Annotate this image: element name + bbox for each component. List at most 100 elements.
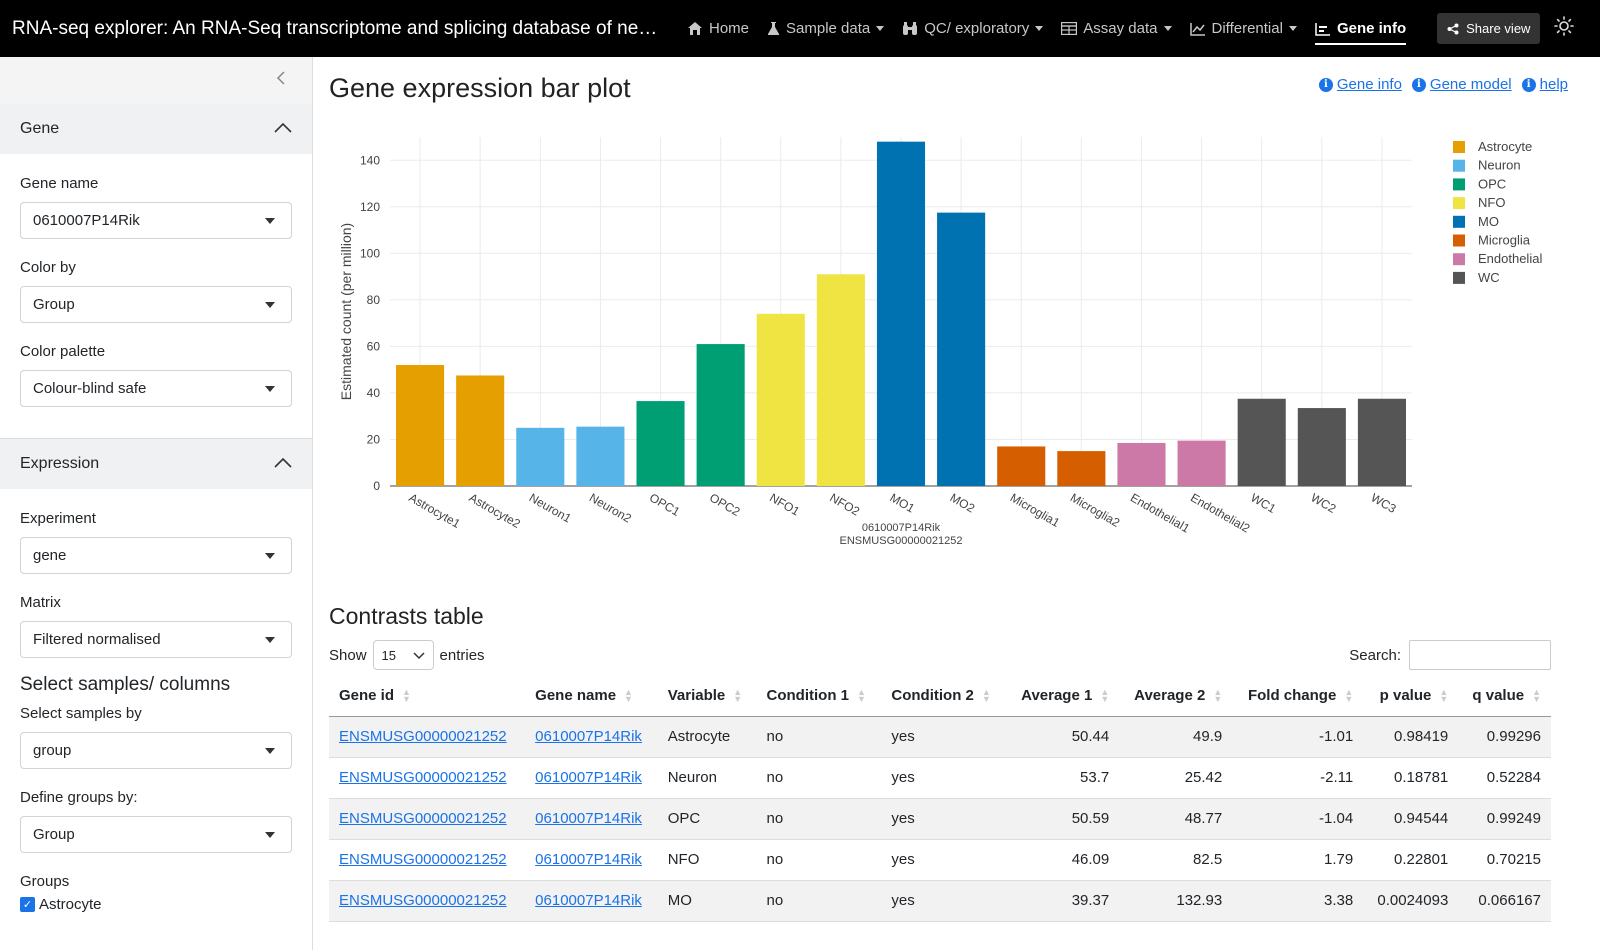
gene-name-link[interactable]: 0610007P14Rik: [535, 892, 642, 909]
column-header-average-1[interactable]: Average 1 ▲ ▼: [1006, 675, 1120, 717]
legend-label: Microglia: [1478, 233, 1531, 248]
gene-model-link[interactable]: i Gene model: [1411, 76, 1512, 93]
expression-section-header[interactable]: Expression: [0, 439, 312, 489]
column-header-variable[interactable]: Variable ▲ ▼: [657, 675, 757, 717]
y-tick-label: 120: [360, 200, 380, 214]
gene-name-link[interactable]: 0610007P14Rik: [535, 728, 642, 745]
legend-label: NFO: [1478, 195, 1505, 210]
column-header-average-2[interactable]: Average 2 ▲ ▼: [1119, 675, 1233, 717]
gene-id-link[interactable]: ENSMUSG00000021252: [339, 769, 507, 786]
column-header-p-value[interactable]: p value ▲ ▼: [1363, 675, 1459, 717]
define-groups-value: Group: [33, 826, 75, 843]
column-header-condition-2[interactable]: Condition 2 ▲ ▼: [881, 675, 1007, 717]
experiment-select[interactable]: gene: [20, 537, 292, 574]
show-label: Show: [329, 646, 367, 664]
info-icon: i: [1318, 77, 1333, 92]
x-tick-label: MO1: [888, 490, 918, 515]
legend-label: Endothelial: [1478, 251, 1542, 266]
column-header-label: p value: [1379, 686, 1432, 704]
y-tick-label: 0: [373, 479, 380, 493]
sort-icon: ▲ ▼: [402, 686, 411, 704]
nav-item-sample-data[interactable]: Sample data: [758, 0, 893, 57]
table-cell: 0610007P14Rik: [525, 839, 658, 881]
color-palette-value: Colour-blind safe: [33, 380, 147, 397]
legend-swatch-opc: [1453, 178, 1465, 191]
table-search-input[interactable]: [1409, 640, 1551, 670]
y-tick-label: 100: [360, 246, 380, 260]
sort-icon: ▲ ▼: [733, 686, 743, 704]
gene-id-link[interactable]: ENSMUSG00000021252: [339, 851, 507, 868]
table-cell: 49.9: [1119, 716, 1233, 758]
table-cell: ENSMUSG00000021252: [329, 839, 526, 881]
bar-nfo2: [816, 274, 865, 486]
table-cell: ENSMUSG00000021252: [329, 716, 526, 758]
column-header-q-value[interactable]: q value ▲ ▼: [1458, 675, 1551, 717]
gene-name-link[interactable]: 0610007P14Rik: [535, 851, 642, 868]
nav-item-gene-info[interactable]: Gene info: [1306, 0, 1415, 57]
table-cell: 39.37: [1006, 880, 1120, 922]
gene-info-link[interactable]: i Gene info: [1318, 76, 1402, 93]
table-cell: no: [756, 880, 882, 922]
caret-down-icon: [1288, 26, 1297, 31]
gene-name-link[interactable]: 0610007P14Rik: [535, 810, 642, 827]
group-checkbox-astrocyte[interactable]: ✓ Astrocyte: [20, 896, 292, 913]
chevron-down-icon: [413, 648, 425, 663]
gene-id-link[interactable]: ENSMUSG00000021252: [339, 728, 507, 745]
matrix-value: Filtered normalised: [33, 631, 161, 648]
caret-down-icon: [265, 747, 275, 754]
help-link-label: help: [1539, 76, 1568, 93]
chevron-up-icon: [274, 455, 292, 473]
nav-item-differential[interactable]: Differential: [1181, 0, 1306, 57]
column-header-gene-id[interactable]: Gene id ▲ ▼: [329, 675, 526, 717]
gene-id-link[interactable]: ENSMUSG00000021252: [339, 892, 507, 909]
column-header-fold-change[interactable]: Fold change ▲ ▼: [1232, 675, 1364, 717]
select-samples-by-select[interactable]: group: [20, 732, 292, 769]
table-cell: ENSMUSG00000021252: [329, 880, 526, 922]
share-view-button[interactable]: Share view: [1437, 13, 1541, 44]
entries-per-page-select[interactable]: 15: [372, 640, 434, 670]
entries-per-page-value: 15: [381, 647, 396, 663]
table-cell: 0610007P14Rik: [525, 880, 658, 922]
nav-item-assay-data[interactable]: Assay data: [1052, 0, 1180, 57]
experiment-label: Experiment: [20, 510, 96, 527]
define-groups-select[interactable]: Group: [20, 816, 292, 853]
x-tick-label: OPC1: [647, 490, 683, 519]
gene-name-link[interactable]: 0610007P14Rik: [535, 769, 642, 786]
gene-info-link-label: Gene info: [1336, 76, 1402, 93]
legend-swatch-astrocyte: [1453, 141, 1465, 153]
bar-chart-icon: [1315, 22, 1331, 36]
table-cell: 0.94544: [1363, 798, 1459, 840]
matrix-select[interactable]: Filtered normalised: [20, 621, 292, 658]
gene-section-header[interactable]: Gene: [0, 104, 312, 154]
color-by-select[interactable]: Group: [20, 286, 292, 323]
sort-icon: ▲ ▼: [1439, 686, 1449, 704]
nav-item-qc-exploratory[interactable]: QC/ exploratory: [893, 0, 1052, 57]
table-row: ENSMUSG00000021252 0610007P14Rik MO no yes 39…: [329, 880, 1551, 922]
column-header-label: Fold change: [1247, 686, 1337, 704]
column-header-gene-name[interactable]: Gene name ▲ ▼: [525, 675, 658, 717]
color-palette-select[interactable]: Colour-blind safe: [20, 370, 292, 407]
x-axis-title-gene-id: ENSMUSG00000021252: [840, 535, 963, 547]
table-cell: 50.44: [1006, 716, 1120, 758]
contrasts-table-title: Contrasts table: [329, 603, 484, 629]
gene-id-link[interactable]: ENSMUSG00000021252: [339, 810, 507, 827]
nav-item-home[interactable]: Home: [678, 0, 758, 57]
caret-down-icon: [265, 385, 275, 392]
bar-neuron1: [516, 427, 565, 486]
x-tick-label: Microglia1: [1008, 490, 1063, 530]
table-cell: 1.79: [1232, 839, 1364, 881]
checkbox-checked-icon[interactable]: ✓: [20, 897, 35, 912]
groups-label: Groups: [20, 873, 70, 890]
app-title[interactable]: RNA-seq explorer: An RNA-Seq transcripto…: [12, 17, 664, 39]
column-header-label: Gene name: [535, 686, 617, 704]
column-header-label: Gene id: [339, 686, 395, 704]
caret-down-icon: [265, 301, 275, 308]
sort-icon: ▲ ▼: [1344, 686, 1354, 704]
help-link[interactable]: i help: [1521, 76, 1568, 93]
theme-toggle-button[interactable]: [1554, 16, 1575, 41]
gene-name-select[interactable]: 0610007P14Rik: [20, 202, 292, 239]
column-header-condition-1[interactable]: Condition 1 ▲ ▼: [756, 675, 882, 717]
table-row: ENSMUSG00000021252 0610007P14Rik Neuron no y…: [329, 757, 1551, 799]
table-cell: 53.7: [1006, 757, 1120, 799]
collapse-sidebar-icon[interactable]: [276, 70, 286, 91]
